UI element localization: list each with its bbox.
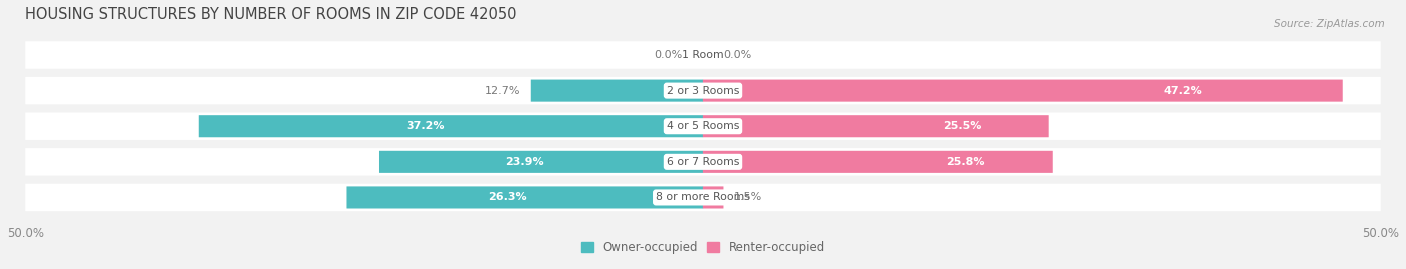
Legend: Owner-occupied, Renter-occupied: Owner-occupied, Renter-occupied (576, 236, 830, 259)
Text: 25.8%: 25.8% (946, 157, 984, 167)
FancyBboxPatch shape (198, 115, 703, 137)
Text: 4 or 5 Rooms: 4 or 5 Rooms (666, 121, 740, 131)
FancyBboxPatch shape (25, 148, 1381, 176)
FancyBboxPatch shape (703, 115, 1049, 137)
FancyBboxPatch shape (25, 184, 1381, 211)
FancyBboxPatch shape (703, 151, 1053, 173)
Text: 25.5%: 25.5% (943, 121, 981, 131)
Text: HOUSING STRUCTURES BY NUMBER OF ROOMS IN ZIP CODE 42050: HOUSING STRUCTURES BY NUMBER OF ROOMS IN… (25, 7, 517, 22)
FancyBboxPatch shape (25, 41, 1381, 69)
Text: 26.3%: 26.3% (488, 192, 526, 203)
Text: 23.9%: 23.9% (506, 157, 544, 167)
Text: 37.2%: 37.2% (406, 121, 444, 131)
FancyBboxPatch shape (25, 112, 1381, 140)
Text: 12.7%: 12.7% (485, 86, 520, 95)
Text: 47.2%: 47.2% (1163, 86, 1202, 95)
Text: 1.5%: 1.5% (734, 192, 762, 203)
FancyBboxPatch shape (25, 77, 1381, 104)
Text: 8 or more Rooms: 8 or more Rooms (657, 192, 749, 203)
FancyBboxPatch shape (380, 151, 703, 173)
Text: 1 Room: 1 Room (682, 50, 724, 60)
FancyBboxPatch shape (531, 80, 703, 102)
Text: Source: ZipAtlas.com: Source: ZipAtlas.com (1274, 19, 1385, 29)
Text: 6 or 7 Rooms: 6 or 7 Rooms (666, 157, 740, 167)
FancyBboxPatch shape (346, 186, 703, 208)
FancyBboxPatch shape (703, 80, 1343, 102)
Text: 0.0%: 0.0% (723, 50, 752, 60)
FancyBboxPatch shape (703, 186, 724, 208)
Text: 2 or 3 Rooms: 2 or 3 Rooms (666, 86, 740, 95)
Text: 0.0%: 0.0% (654, 50, 683, 60)
